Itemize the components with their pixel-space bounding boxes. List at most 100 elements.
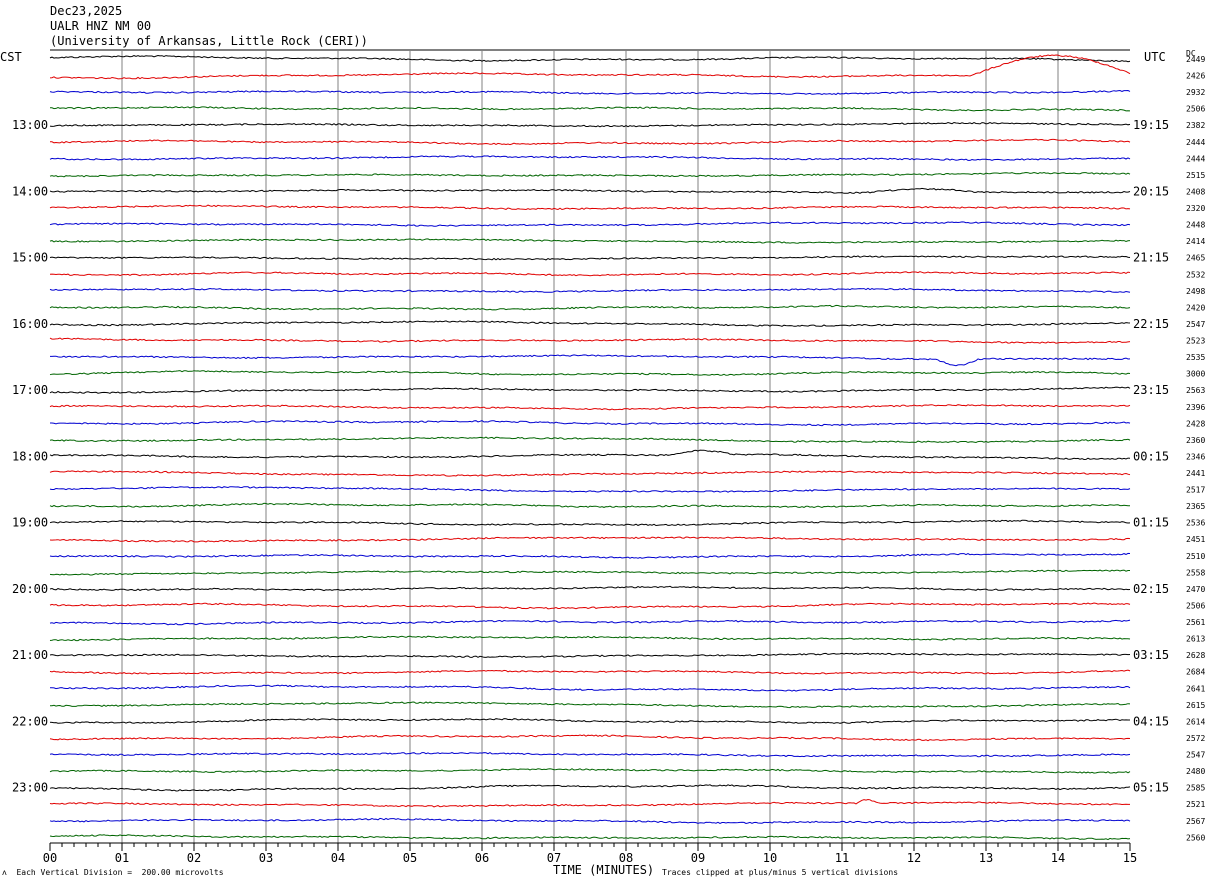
x-axis-title: TIME (MINUTES)	[553, 863, 655, 877]
seismic-trace	[49, 752, 1131, 758]
dc-offset-label: 2517	[1186, 486, 1205, 495]
seismic-trace	[49, 552, 1131, 559]
x-tick-label: 09	[691, 851, 705, 865]
dc-offset-label: 2320	[1186, 204, 1205, 213]
x-tick-label: 06	[475, 851, 489, 865]
dc-offset-label: 2932	[1186, 88, 1205, 97]
seismic-trace	[49, 684, 1131, 692]
dc-offset-label: 2480	[1186, 767, 1205, 776]
dc-offset-label: 2506	[1186, 105, 1205, 114]
seismic-trace	[49, 171, 1131, 178]
seismic-trace	[49, 536, 1131, 543]
seismic-trace	[49, 255, 1131, 261]
seismic-trace	[49, 652, 1131, 658]
dc-offset-label: 2572	[1186, 734, 1205, 743]
header-date: Dec23,2025	[50, 4, 123, 18]
seismic-trace	[49, 106, 1131, 112]
x-tick-label: 05	[403, 851, 417, 865]
x-tick-label: 15	[1123, 851, 1137, 865]
dc-offset-label: 2426	[1186, 72, 1205, 81]
dc-offset-label: 2521	[1186, 800, 1205, 809]
seismic-trace	[49, 271, 1131, 277]
seismic-trace	[49, 669, 1131, 675]
seismic-trace	[50, 420, 1131, 427]
dc-offset-label: 2498	[1186, 287, 1205, 296]
seismic-trace	[49, 337, 1131, 344]
left-timezone-label: CST	[0, 50, 22, 64]
clip-note: Traces clipped at plus/minus 5 vertical …	[662, 868, 899, 877]
cst-hour-label: 22:00	[12, 714, 48, 728]
seismic-trace	[49, 701, 1131, 709]
seismic-trace	[49, 187, 1131, 194]
scale-note: ᴧ Each Vertical Division = 200.00 microv…	[2, 868, 224, 877]
cst-hour-label: 14:00	[12, 184, 48, 198]
dc-offset-label: 2567	[1186, 817, 1205, 826]
dc-offset-label: 2444	[1186, 138, 1205, 147]
dc-offset-label: 2563	[1186, 386, 1205, 395]
x-tick-label: 14	[1051, 851, 1065, 865]
dc-offset-label: 2346	[1186, 452, 1205, 461]
seismic-trace	[49, 54, 1131, 80]
dc-offset-label: 2523	[1186, 337, 1205, 346]
dc-offset-label: 2470	[1186, 585, 1205, 594]
x-tick-label: 01	[115, 851, 129, 865]
seismic-trace	[49, 817, 1131, 825]
seismic-trace	[49, 404, 1131, 411]
seismic-trace	[49, 386, 1131, 394]
scale-note-text: Each Vertical Division = 200.00 microvol…	[16, 868, 224, 877]
seismic-trace	[49, 370, 1131, 376]
seismic-trace	[49, 569, 1130, 576]
seismic-trace	[49, 470, 1131, 477]
seismic-trace	[49, 138, 1131, 146]
dc-offset-label: 2585	[1186, 784, 1205, 793]
dc-offset-label: 2613	[1186, 635, 1205, 644]
utc-hour-label: 00:15	[1133, 449, 1169, 463]
seismic-trace	[49, 768, 1131, 774]
cst-hour-label: 20:00	[12, 582, 48, 596]
seismic-trace	[49, 635, 1131, 642]
x-tick-label: 08	[619, 851, 633, 865]
seismic-trace	[49, 486, 1131, 493]
x-tick-label: 12	[907, 851, 921, 865]
utc-hour-label: 02:15	[1133, 582, 1169, 596]
x-tick-label: 04	[331, 851, 345, 865]
seismic-trace	[49, 121, 1131, 128]
right-timezone-label: UTC	[1144, 50, 1166, 64]
seismic-trace	[49, 221, 1131, 227]
dc-offset-label: 2506	[1186, 601, 1205, 610]
seismic-trace	[49, 204, 1131, 211]
cst-hour-label: 18:00	[12, 449, 48, 463]
header-institution: (University of Arkansas, Little Rock (CE…	[50, 34, 368, 48]
utc-hour-label: 21:15	[1133, 251, 1169, 265]
x-tick-label: 03	[259, 851, 273, 865]
seismic-trace	[49, 89, 1131, 96]
seismic-trace	[50, 354, 1131, 367]
seismic-trace	[49, 798, 1130, 808]
seismic-trace	[49, 585, 1131, 592]
x-tick-label: 00	[43, 851, 57, 865]
dc-offset-label: 2360	[1186, 436, 1205, 445]
x-tick-label: 11	[835, 851, 849, 865]
seismic-trace	[49, 304, 1131, 311]
utc-hour-label: 22:15	[1133, 317, 1169, 331]
seismic-trace	[49, 287, 1131, 293]
dc-offset-label: 2641	[1186, 684, 1205, 693]
cst-hour-label: 19:00	[12, 516, 48, 530]
dc-offset-label: 2414	[1186, 237, 1205, 246]
seismic-trace	[49, 834, 1131, 841]
dc-offset-label: 2558	[1186, 568, 1205, 577]
cst-hour-label: 13:00	[12, 118, 48, 132]
seismic-trace	[49, 54, 1131, 63]
utc-hour-label: 01:15	[1133, 516, 1169, 530]
seismic-trace	[49, 519, 1131, 527]
utc-hour-label: 23:15	[1133, 383, 1169, 397]
dc-offset-label: 2561	[1186, 618, 1205, 627]
cst-hour-label: 17:00	[12, 383, 48, 397]
dc-offset-label: 2614	[1186, 717, 1205, 726]
dc-offset-label: 2451	[1186, 535, 1205, 544]
x-tick-label: 13	[979, 851, 993, 865]
utc-hour-label: 04:15	[1133, 714, 1169, 728]
seismic-trace	[49, 619, 1131, 626]
cst-hour-label: 16:00	[12, 317, 48, 331]
seismic-trace	[49, 320, 1131, 327]
